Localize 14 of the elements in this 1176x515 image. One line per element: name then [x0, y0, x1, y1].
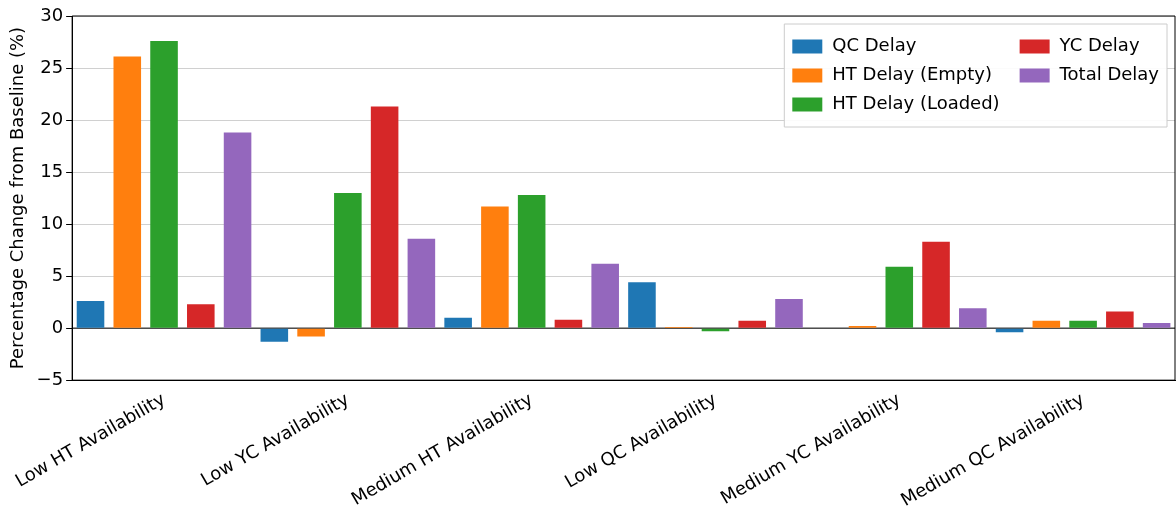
y-tick-label: 5 [51, 263, 64, 285]
y-axis-title: Percentage Change from Baseline (%) [6, 26, 28, 370]
y-tick-label: 15 [40, 159, 64, 181]
y-tick-label: 0 [51, 315, 64, 337]
legend-label: QC Delay [832, 34, 917, 56]
legend-label: YC Delay [1058, 34, 1140, 56]
y-tick-label: 10 [40, 211, 64, 233]
y-tick-label: 20 [40, 107, 64, 129]
legend-label: HT Delay (Loaded) [832, 92, 1000, 114]
y-tick-label: −5 [36, 367, 64, 389]
y-tick-label: 30 [40, 3, 64, 25]
y-tick-label: 25 [40, 55, 64, 77]
legend-label: Total Delay [1058, 63, 1160, 85]
legend-label: HT Delay (Empty) [832, 63, 992, 85]
